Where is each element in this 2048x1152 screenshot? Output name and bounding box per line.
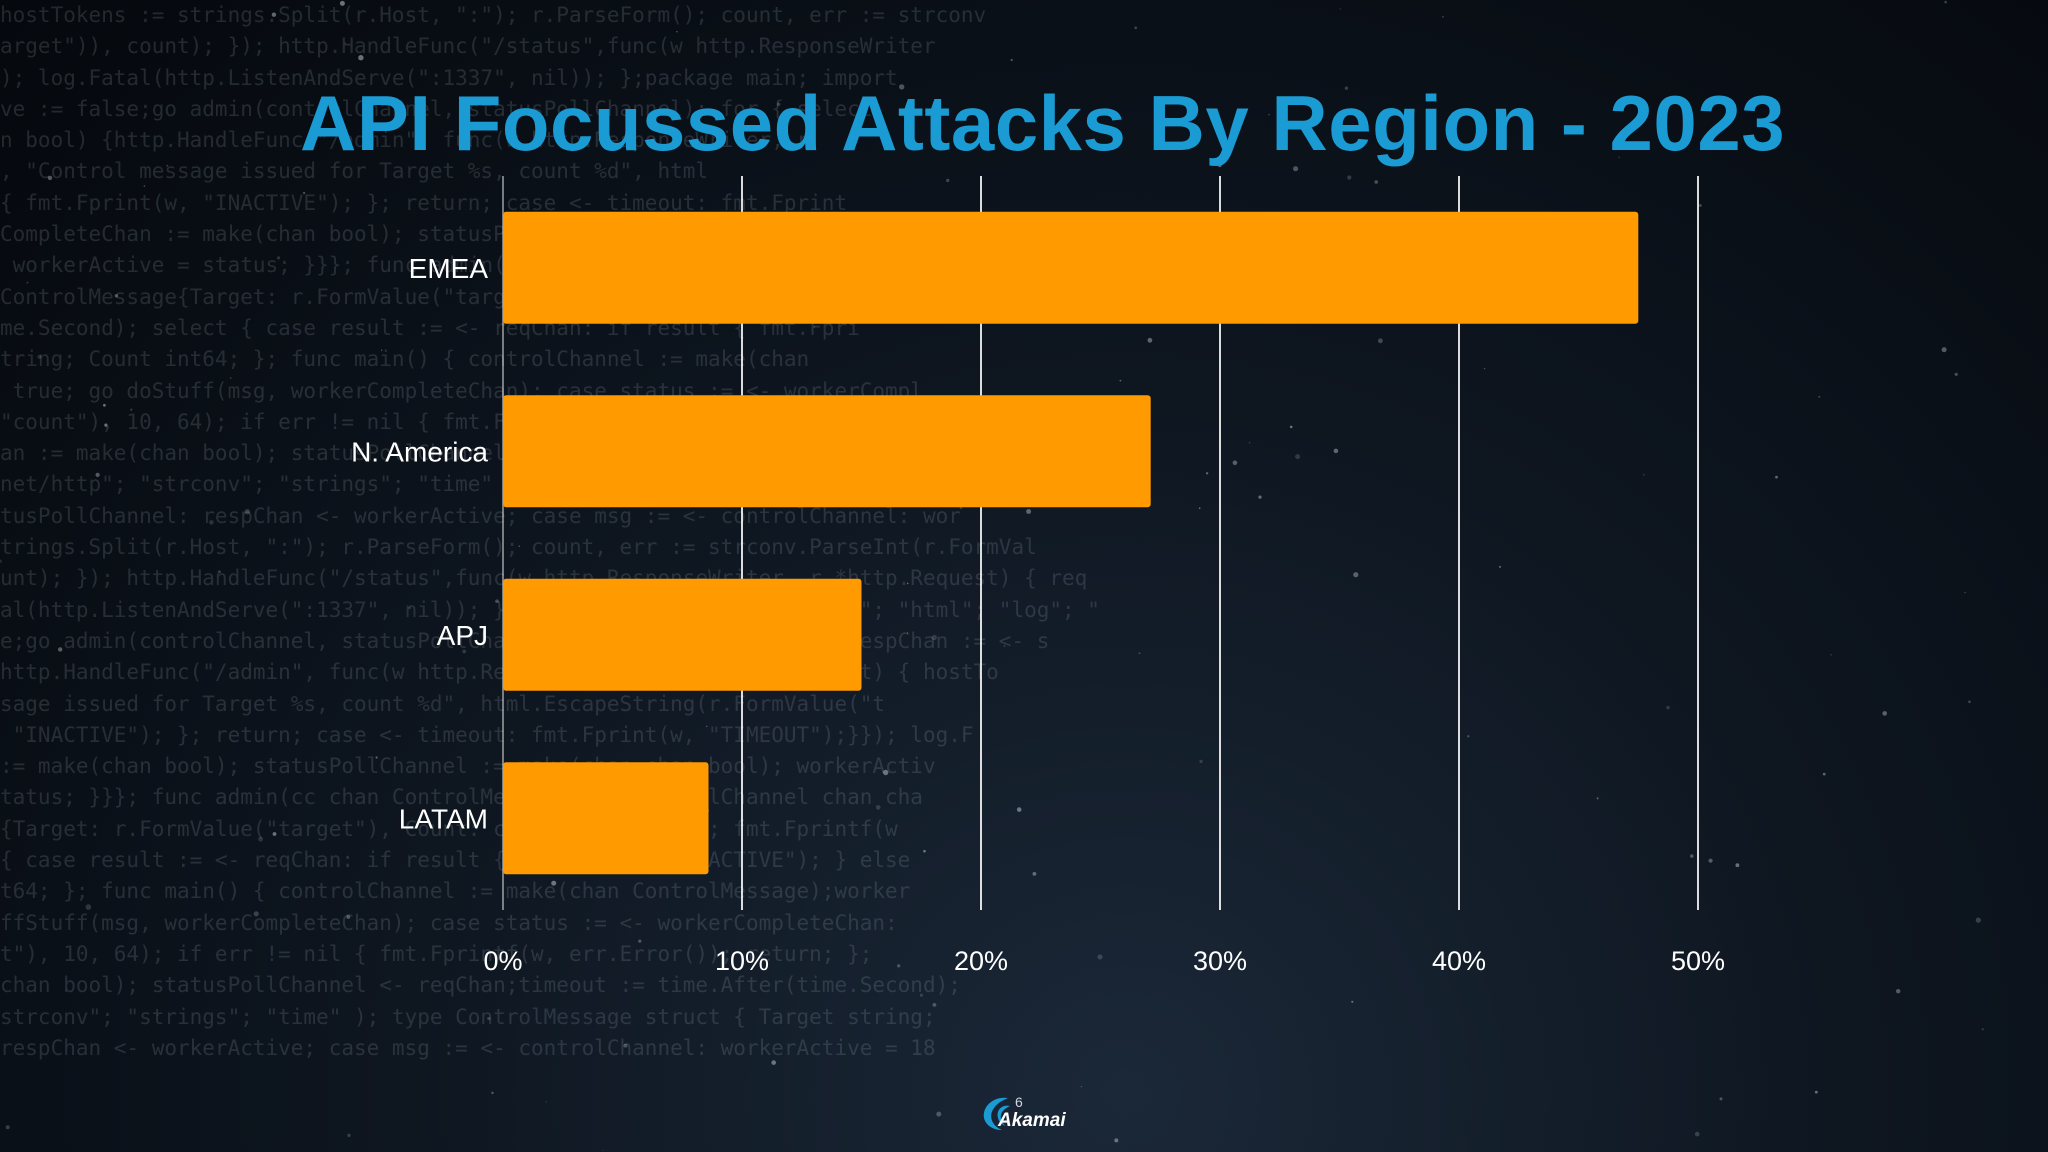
logo-mark-number: 6 <box>1015 1094 1023 1110</box>
x-tick-label: 0% <box>483 946 522 976</box>
category-label: N. America <box>351 436 488 467</box>
logo-wordmark: Akamai <box>998 1110 1066 1131</box>
bar-latam <box>503 762 709 875</box>
bar-emea <box>503 211 1639 324</box>
category-label: APJ <box>437 620 488 651</box>
x-tick-label: 30% <box>1193 946 1247 976</box>
bar-n-america <box>503 395 1151 508</box>
x-tick-label: 40% <box>1432 946 1486 976</box>
bar-apj <box>503 578 862 691</box>
akamai-logo: 6 Akamai <box>978 1092 1074 1132</box>
x-tick-labels: 0% 10% 20% 30% 40% 50% <box>483 946 1725 976</box>
category-label: EMEA <box>409 253 489 284</box>
x-tick-label: 50% <box>1671 946 1725 976</box>
x-tick-label: 20% <box>954 946 1008 976</box>
category-label: LATAM <box>399 803 488 834</box>
slide-title: API Focussed Attacks By Region - 2023 <box>300 79 1786 167</box>
bars <box>503 211 1639 875</box>
x-tick-label: 10% <box>715 946 769 976</box>
category-labels: EMEA N. America APJ LATAM <box>351 253 488 835</box>
akamai-wave-icon <box>983 1097 1010 1130</box>
